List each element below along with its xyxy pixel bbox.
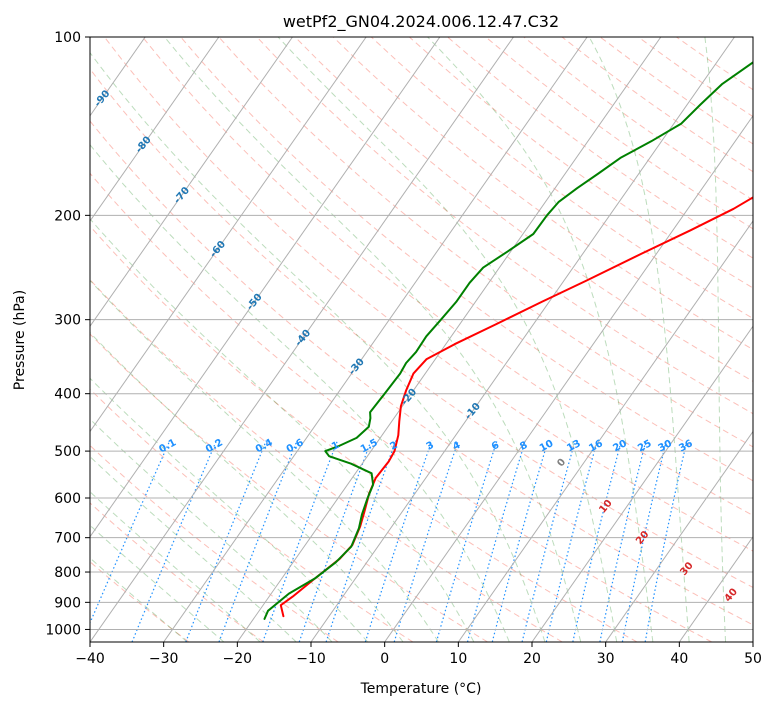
moist-adiabat-line xyxy=(90,377,368,642)
mixing-ratio-label: 2 xyxy=(388,440,399,453)
moist-adiabat-line xyxy=(90,331,404,642)
isotherm-line xyxy=(90,37,293,328)
isotherm-line xyxy=(678,535,753,642)
mixing-ratio-line xyxy=(491,440,549,642)
dry-adiabat-line xyxy=(90,172,712,642)
y-tick-label: 200 xyxy=(54,208,81,224)
y-tick-label: 500 xyxy=(54,444,81,460)
moist-adiabat-line xyxy=(427,37,654,642)
dry-adiabat-line xyxy=(142,37,753,517)
moist-adiabat-line xyxy=(90,557,188,642)
line-labels: 0.10.20.40.611.52346810131620253036-100-… xyxy=(92,88,740,604)
y-axis-label: Pressure (hPa) xyxy=(12,290,28,390)
y-tick-label: 400 xyxy=(54,387,81,403)
mixing-ratio-line xyxy=(621,440,667,642)
x-tick-label: −40 xyxy=(75,651,105,667)
mixing-ratio-line xyxy=(90,440,171,625)
mixing-ratio-lines xyxy=(90,440,688,642)
mixing-ratio-line xyxy=(131,440,218,642)
isotherm-line xyxy=(236,37,662,642)
y-tick-label: 100 xyxy=(54,30,81,46)
chart-title: wetPf2_GN04.2024.006.12.47.C32 xyxy=(283,12,559,32)
dry-adiabat-line xyxy=(90,68,753,589)
mixing-ratio-line xyxy=(262,440,339,642)
dry-adiabat-line xyxy=(104,37,753,552)
isotherm-line xyxy=(384,114,753,642)
y-tick-label: 300 xyxy=(54,313,81,329)
moist-adiabat-line xyxy=(90,491,261,642)
moist-adiabat-line xyxy=(164,37,582,642)
x-tick-label: −10 xyxy=(296,651,326,667)
mixing-ratio-label: 4 xyxy=(451,440,462,453)
mixing-ratio-label: 1 xyxy=(330,440,341,453)
isotherm-line xyxy=(310,37,735,642)
x-tick-label: 30 xyxy=(597,651,615,667)
mixing-ratio-label: 6 xyxy=(490,440,501,453)
dry-adiabat-line xyxy=(90,278,563,642)
dry-adiabat-line xyxy=(90,120,753,626)
moist-adiabat-line xyxy=(90,455,297,642)
mixing-ratio-line xyxy=(435,440,498,642)
x-axis: −40 −30 −20 −10 0 10 20 30 40 50 xyxy=(75,642,762,667)
moist-adiabat-line xyxy=(277,37,618,642)
mixing-ratio-line xyxy=(466,440,526,642)
isotherm-line xyxy=(90,37,220,222)
mixing-ratio-line xyxy=(393,440,459,642)
moist-adiabat-line xyxy=(90,218,475,642)
isotherm-line xyxy=(90,37,367,433)
moist-adiabats xyxy=(90,37,727,642)
isotherm-line xyxy=(90,37,514,642)
y-tick-label: 700 xyxy=(54,531,81,547)
isotherm-line xyxy=(605,430,753,642)
x-tick-label: 10 xyxy=(449,651,467,667)
y-tick-label: 900 xyxy=(54,595,81,611)
moist-adiabat-line xyxy=(90,51,546,642)
isotherm-line xyxy=(457,220,753,642)
x-tick-label: 40 xyxy=(670,651,688,667)
x-tick-label: 20 xyxy=(523,651,541,667)
x-tick-label: −20 xyxy=(223,651,253,667)
x-axis-label: Temperature (°C) xyxy=(360,681,482,697)
y-tick-label: 1000 xyxy=(45,622,81,638)
dry-adiabat-line xyxy=(90,225,638,642)
isotherm-line xyxy=(90,37,441,538)
y-tick-label: 800 xyxy=(54,565,81,581)
isotherm-line xyxy=(531,325,753,642)
dry-adiabat-line xyxy=(218,37,753,448)
mixing-ratio-line xyxy=(545,440,598,642)
moist-adiabat-line xyxy=(90,279,439,642)
dry-adiabat-line xyxy=(294,37,753,382)
moist-adiabat-line xyxy=(90,524,225,642)
y-tick-label: 600 xyxy=(54,491,81,507)
dewpoint-line xyxy=(263,61,753,620)
x-tick-label: −30 xyxy=(149,651,179,667)
y-axis: 100 200 300 400 500 600 700 800 900 1000 xyxy=(45,30,90,638)
isotherm-line xyxy=(163,37,588,642)
moist-adiabat-line xyxy=(704,37,727,642)
mixing-ratio-label: 8 xyxy=(518,440,529,453)
profile-lines xyxy=(263,61,753,620)
plot-frame xyxy=(89,36,754,643)
mixing-ratio-line xyxy=(644,440,688,642)
mixing-ratio-line xyxy=(521,440,576,642)
mixing-ratio-line xyxy=(572,440,622,642)
moist-adiabat-line xyxy=(588,37,690,642)
x-tick-label: 50 xyxy=(744,651,762,667)
dry-adiabat-line xyxy=(256,37,753,415)
grid-lines xyxy=(90,37,753,642)
dry-adiabat-line xyxy=(90,502,264,642)
dry-adiabat-line xyxy=(90,333,488,642)
mixing-ratio-line xyxy=(599,440,647,642)
dry-adiabat-line xyxy=(409,37,753,289)
mixing-ratio-line xyxy=(298,440,372,642)
x-tick-label: 0 xyxy=(380,651,389,667)
plot-area: 0.10.20.40.611.52346810131620253036-100-… xyxy=(90,37,753,642)
mixing-ratio-label: 3 xyxy=(425,440,436,453)
